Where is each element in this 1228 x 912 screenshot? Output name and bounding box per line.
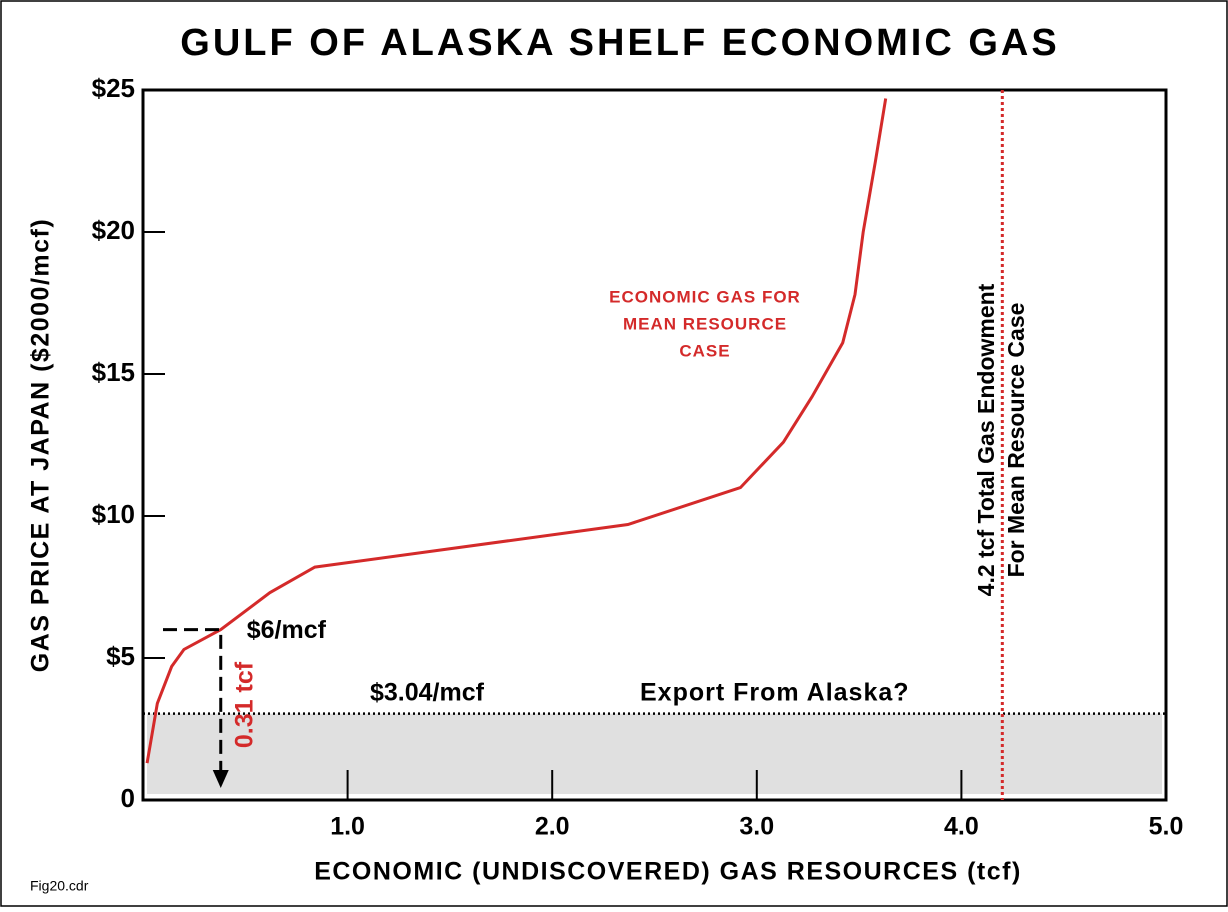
x-axis-title: ECONOMIC (UNDISCOVERED) GAS RESOURCES (t… <box>314 858 1022 886</box>
x-tick-label: 2.0 <box>535 813 570 841</box>
price-label: $6/mcf <box>247 616 327 644</box>
quantity-label: 0.31 tcf <box>230 661 258 748</box>
y-tick-label: $5 <box>106 641 135 671</box>
series-label: MEAN RESOURCE <box>623 314 787 333</box>
y-tick-label: 0 <box>121 783 135 813</box>
series-label: ECONOMIC GAS FOR <box>609 287 801 306</box>
y-tick-label: $15 <box>92 357 135 387</box>
y-axis-title: GAS PRICE AT JAPAN ($2000/mcf) <box>27 218 55 672</box>
x-tick-label: 5.0 <box>1149 813 1184 841</box>
threshold-label: $3.04/mcf <box>370 678 485 706</box>
footnote: Fig20.cdr <box>30 878 89 894</box>
arrow-head <box>212 770 229 788</box>
plot-area <box>141 88 1168 802</box>
chart-title: GULF OF ALASKA SHELF ECONOMIC GAS <box>180 22 1059 64</box>
x-tick-label: 4.0 <box>944 813 979 841</box>
y-tick-label: $10 <box>92 499 135 529</box>
y-tick-label: $20 <box>92 215 135 245</box>
series-label: CASE <box>679 341 730 360</box>
x-tick-label: 1.0 <box>330 813 365 841</box>
price-marker <box>163 628 223 775</box>
endowment-label: For Mean Resource Case <box>1003 303 1029 578</box>
endowment-label: 4.2 tcf Total Gas Endowment <box>973 283 999 596</box>
x-tick-label: 3.0 <box>739 813 774 841</box>
data-line <box>145 98 888 764</box>
threshold-band <box>147 713 1162 794</box>
y-tick-label: $25 <box>92 73 135 103</box>
threshold-note: Export From Alaska? <box>640 678 910 706</box>
